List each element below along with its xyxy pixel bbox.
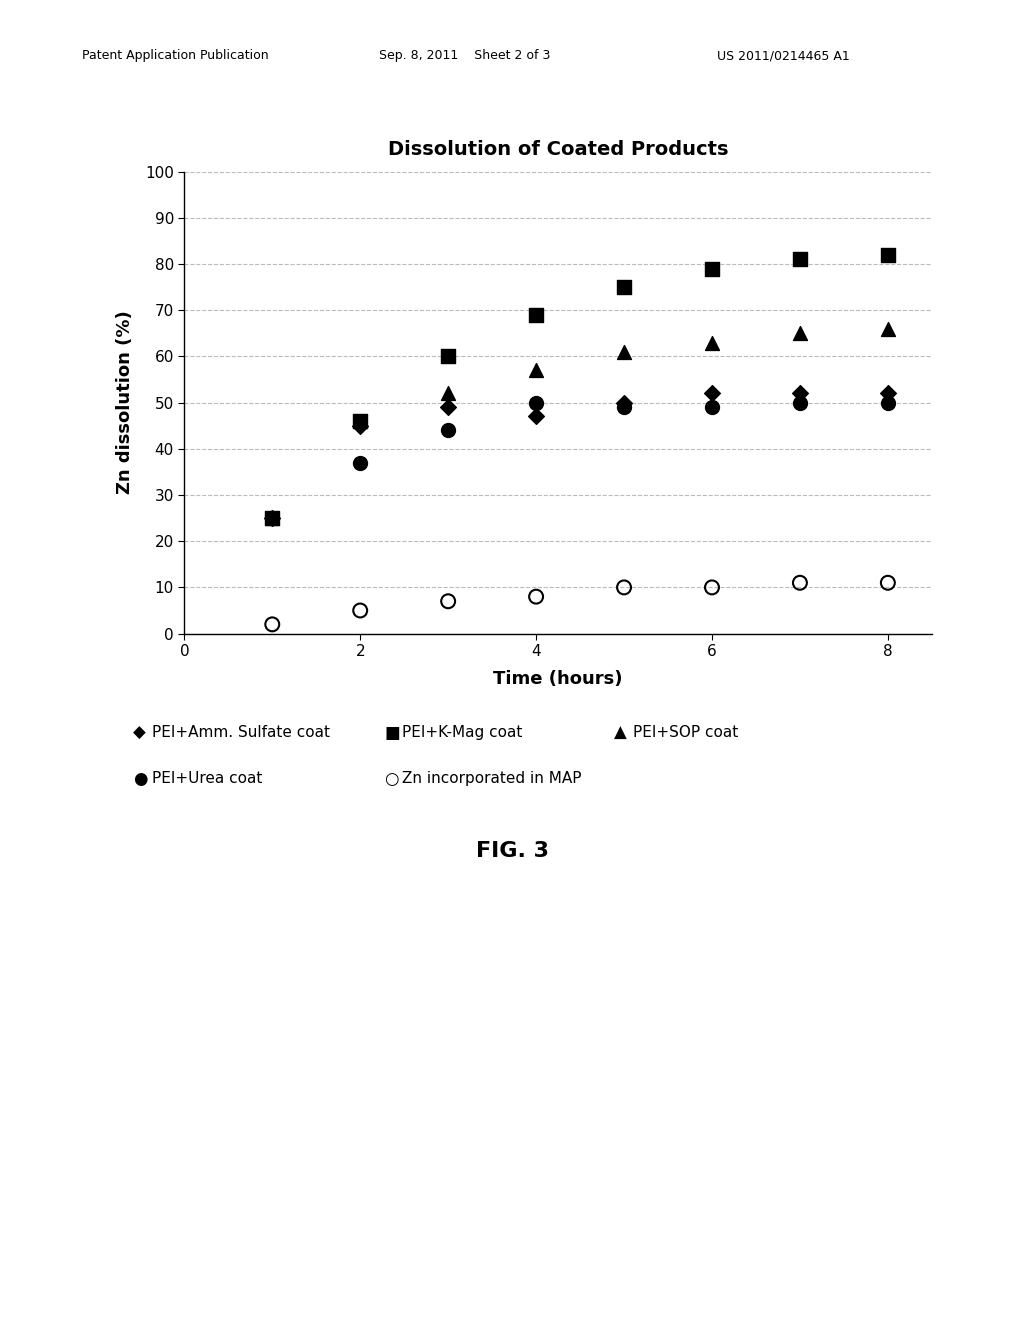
Point — [352, 411, 369, 432]
Point — [440, 346, 457, 367]
Point — [703, 257, 720, 279]
Point — [264, 614, 281, 635]
Point — [703, 331, 720, 352]
Point — [792, 322, 808, 343]
Text: ●: ● — [133, 770, 147, 788]
Text: Sep. 8, 2011    Sheet 2 of 3: Sep. 8, 2011 Sheet 2 of 3 — [379, 49, 550, 62]
Text: Patent Application Publication: Patent Application Publication — [82, 49, 268, 62]
Text: ▲: ▲ — [614, 723, 627, 742]
Point — [792, 383, 808, 404]
Point — [528, 304, 545, 325]
Point — [703, 383, 720, 404]
Point — [528, 586, 545, 607]
Point — [880, 383, 896, 404]
Point — [352, 599, 369, 622]
Point — [264, 508, 281, 529]
Point — [615, 392, 632, 413]
Point — [440, 591, 457, 612]
Y-axis label: Zn dissolution (%): Zn dissolution (%) — [116, 310, 134, 495]
Point — [792, 248, 808, 269]
Point — [264, 508, 281, 529]
Point — [528, 359, 545, 380]
Point — [264, 508, 281, 529]
Point — [528, 407, 545, 428]
Text: PEI+Amm. Sulfate coat: PEI+Amm. Sulfate coat — [152, 725, 330, 741]
Point — [880, 573, 896, 594]
X-axis label: Time (hours): Time (hours) — [494, 671, 623, 688]
Point — [352, 451, 369, 473]
Text: ■: ■ — [384, 723, 399, 742]
Text: PEI+Urea coat: PEI+Urea coat — [152, 771, 262, 787]
Point — [792, 392, 808, 413]
Point — [352, 411, 369, 432]
Point — [440, 420, 457, 441]
Point — [792, 573, 808, 594]
Point — [703, 577, 720, 598]
Text: FIG. 3: FIG. 3 — [475, 841, 549, 862]
Point — [703, 396, 720, 417]
Point — [264, 508, 281, 529]
Point — [880, 318, 896, 339]
Point — [528, 392, 545, 413]
Point — [615, 396, 632, 417]
Point — [880, 392, 896, 413]
Text: US 2011/0214465 A1: US 2011/0214465 A1 — [717, 49, 850, 62]
Title: Dissolution of Coated Products: Dissolution of Coated Products — [388, 140, 728, 158]
Text: PEI+SOP coat: PEI+SOP coat — [633, 725, 738, 741]
Text: Zn incorporated in MAP: Zn incorporated in MAP — [402, 771, 582, 787]
Point — [352, 414, 369, 436]
Text: ◆: ◆ — [133, 723, 145, 742]
Point — [615, 341, 632, 362]
Point — [440, 383, 457, 404]
Point — [615, 276, 632, 297]
Point — [880, 244, 896, 265]
Point — [615, 577, 632, 598]
Point — [440, 396, 457, 417]
Text: ○: ○ — [384, 770, 398, 788]
Text: PEI+K-Mag coat: PEI+K-Mag coat — [402, 725, 523, 741]
